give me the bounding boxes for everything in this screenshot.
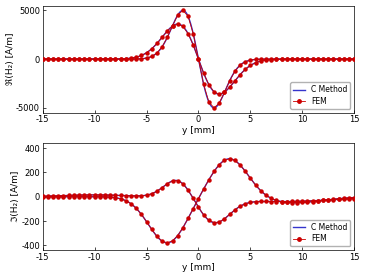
Y-axis label: ℜ(H₂) [A/m]: ℜ(H₂) [A/m] [5,33,15,85]
Legend: C Method, FEM: C Method, FEM [290,83,350,109]
Legend: C Method, FEM: C Method, FEM [290,220,350,247]
Y-axis label: ℑ(H₂) [A/m]: ℑ(H₂) [A/m] [11,171,20,222]
X-axis label: y [mm]: y [mm] [182,126,215,135]
X-axis label: y [mm]: y [mm] [182,264,215,272]
